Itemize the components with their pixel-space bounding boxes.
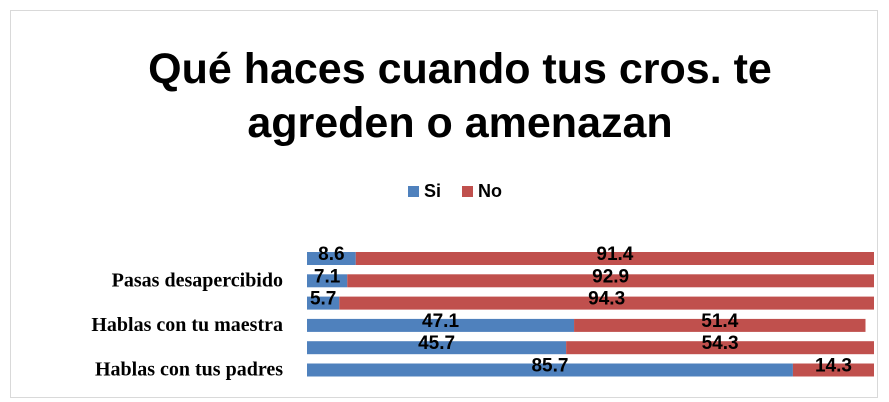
y-tick-label: Pasas desapercibido: [112, 269, 283, 291]
data-label: 54.3: [702, 333, 739, 354]
bar-segment: [574, 318, 866, 332]
bar-segment: [307, 296, 340, 310]
y-tick-label: Hablas con tus padres: [95, 359, 283, 381]
bar-segment: [347, 274, 875, 288]
data-label: 47.1: [422, 311, 459, 332]
bar-segment: [339, 296, 875, 310]
data-label: 45.7: [418, 333, 455, 354]
bar-segment: [355, 252, 875, 265]
data-label: 51.4: [701, 311, 738, 332]
data-label: 91.4: [596, 244, 633, 265]
bar-segment: [307, 363, 793, 377]
bar-segment: [307, 274, 348, 288]
y-tick-label: Hablas con tu maestra: [91, 314, 283, 336]
data-label: 94.3: [588, 289, 625, 310]
bar-segment: [307, 318, 575, 332]
data-label: 7.1: [314, 266, 341, 287]
bar-segment: [307, 252, 356, 265]
bar-segment: [307, 341, 567, 355]
data-label: 8.6: [318, 244, 344, 265]
bar-segment: [792, 363, 874, 377]
data-label: 92.9: [592, 266, 629, 287]
data-label: 5.7: [310, 289, 336, 310]
legend-swatch: [408, 186, 419, 197]
legend-label: Si: [424, 181, 441, 201]
legend-swatch: [462, 186, 473, 197]
data-label: 14.3: [815, 356, 852, 377]
bar-segment: [566, 341, 874, 355]
data-label: 85.7: [531, 356, 568, 377]
chart-frame: [10, 10, 878, 398]
legend-label: No: [478, 181, 502, 201]
chart-title: Qué haces cuando tus cros. te agreden o …: [148, 45, 772, 147]
